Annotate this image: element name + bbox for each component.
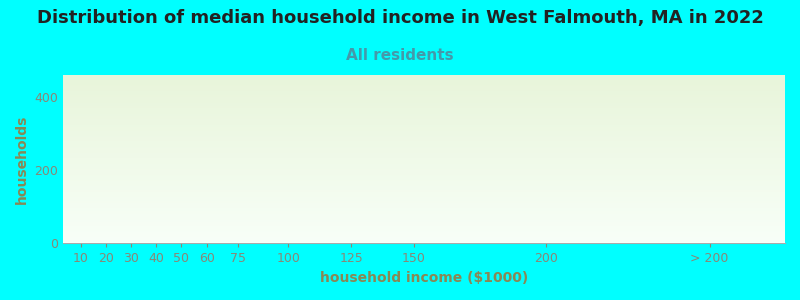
Text: City-Data.com: City-Data.com xyxy=(684,80,763,90)
Bar xyxy=(646,135,773,243)
Bar xyxy=(94,230,118,243)
Text: All residents: All residents xyxy=(346,48,454,63)
Text: Distribution of median household income in West Falmouth, MA in 2022: Distribution of median household income … xyxy=(37,9,763,27)
Bar xyxy=(446,135,571,243)
Bar xyxy=(194,223,219,243)
Bar xyxy=(320,236,382,243)
Bar xyxy=(257,236,320,243)
Y-axis label: households: households xyxy=(15,115,29,204)
X-axis label: household income ($1000): household income ($1000) xyxy=(320,271,528,285)
Bar xyxy=(68,216,94,243)
Bar xyxy=(219,211,257,243)
Bar xyxy=(382,172,446,243)
Bar xyxy=(144,226,169,243)
Bar xyxy=(118,237,144,243)
Bar xyxy=(169,228,194,243)
